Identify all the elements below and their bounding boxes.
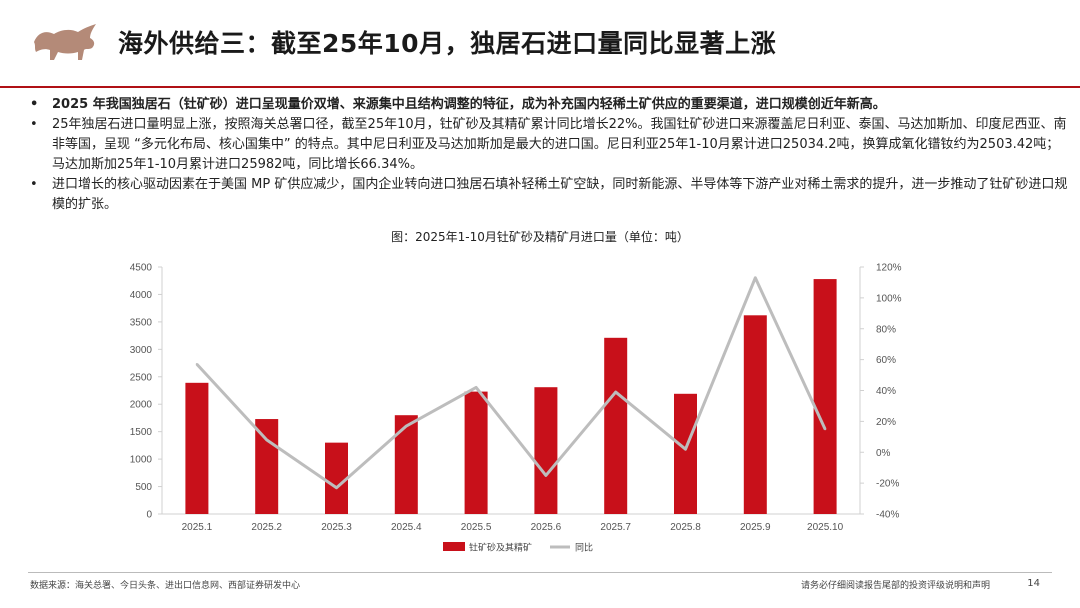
bar-2025.1 [185,382,209,514]
legend-label-bar: 钍矿砂及其精矿 [469,542,532,553]
x-tick-label: 2025.7 [600,522,631,533]
yoy-point-2025.9 [754,276,757,280]
bullet-list: • 2025 年我国独居石（钍矿砂）进口呈现量价双增、来源集中且结构调整的特征，… [28,95,1068,215]
yoy-point-2025.4 [405,424,408,428]
yoy-point-2025.2 [265,438,268,442]
bullet-text: 25年独居石进口量明显上涨，按照海关总署口径，截至25年10月，钍矿砂及其精矿累… [52,117,1067,172]
right-tick-label: -20% [876,479,899,490]
left-tick-label: 0 [146,510,152,521]
bar-2025.8 [674,393,697,514]
right-tick-label: 0% [876,448,891,459]
yoy-point-2025.7 [614,390,617,394]
right-tick-label: 40% [876,386,896,397]
left-tick-label: 500 [135,482,152,493]
left-tick-label: 1500 [130,427,153,438]
chart-title: 图：2025年1-10月钍矿砂及精矿月进口量（单位：吨） [391,230,689,244]
data-source: 数据来源：海关总署、今日头条、进出口信息网、西部证券研发中心 [30,581,301,591]
disclaimer-note: 请务必仔细阅读报告尾部的投资评级说明和声明 [800,581,990,591]
left-tick-label: 2500 [130,372,153,383]
legend-swatch-bar [443,542,465,551]
left-tick-label: 2000 [130,400,153,411]
right-tick-label: 60% [876,355,896,366]
left-tick-label: 4500 [130,263,153,274]
footer-divider [28,572,1052,573]
legend-label-line: 同比 [575,542,593,553]
import-volume-chart: 0 500 1000 1500 2000 2500 3000 3500 4000 4500 -40%… [130,263,902,553]
x-tick-label: 2025.6 [531,522,562,533]
bullet-mark: • [30,97,39,112]
bullet-item: • 25年独居石进口量明显上涨，按照海关总署口径，截至25年10月，钍矿砂及其精… [28,115,1068,175]
bar-2025.3 [325,442,348,514]
bar-2025.6 [534,387,558,514]
right-tick-label: -40% [876,510,899,521]
x-tick-label: 2025.2 [251,522,282,533]
page-number: 14 [1027,578,1040,589]
bullet-text: 2025 年我国独居石（钍矿砂）进口呈现量价双增、来源集中且结构调整的特征，成为… [52,97,886,112]
title-divider [0,86,1080,88]
yoy-point-2025.1 [195,363,199,366]
bar-2025.4 [394,415,418,514]
yoy-point-2025.6 [544,474,548,477]
x-tick-label: 2025.5 [461,522,492,533]
x-tick-label: 2025.4 [391,522,422,533]
right-tick-label: 120% [876,263,902,274]
right-tick-label: 100% [876,293,902,304]
bullet-item: • 进口增长的核心驱动因素在于美国 MP 矿供应减少，国内企业转向进口独居石填补… [28,175,1068,215]
yoy-point-2025.10 [823,427,827,431]
bull-logo-icon [34,24,96,60]
bar-2025.7 [604,337,628,514]
bar-2025.10 [813,279,837,514]
left-tick-label: 3500 [130,317,153,328]
yoy-line [195,276,827,490]
bullet-item: • 2025 年我国独居石（钍矿砂）进口呈现量价双增、来源集中且结构调整的特征，… [28,95,1068,115]
left-tick-label: 1000 [130,455,153,466]
x-tick-label: 2025.1 [182,522,213,533]
left-tick-label: 3000 [130,345,153,356]
right-tick-label: 20% [876,417,896,428]
right-tick-label: 80% [876,324,896,335]
yoy-point-2025.3 [335,486,338,489]
x-tick-label: 2025.10 [807,522,844,533]
x-tick-label: 2025.8 [670,522,701,533]
bullet-mark: • [30,177,38,192]
slide-title: 海外供给三：截至25年10月，独居石进口量同比显著上涨 [118,29,777,58]
left-tick-label: 4000 [130,290,153,301]
yoy-point-2025.5 [474,386,478,389]
bullet-mark: • [30,117,38,132]
bar-2025.5 [464,391,488,514]
x-tick-label: 2025.9 [740,522,771,533]
bullet-text: 进口增长的核心驱动因素在于美国 MP 矿供应减少，国内企业转向进口独居石填补轻稀… [52,177,1068,212]
bar-2025.9 [743,315,767,514]
x-tick-label: 2025.3 [321,522,352,533]
yoy-point-2025.8 [684,447,687,451]
